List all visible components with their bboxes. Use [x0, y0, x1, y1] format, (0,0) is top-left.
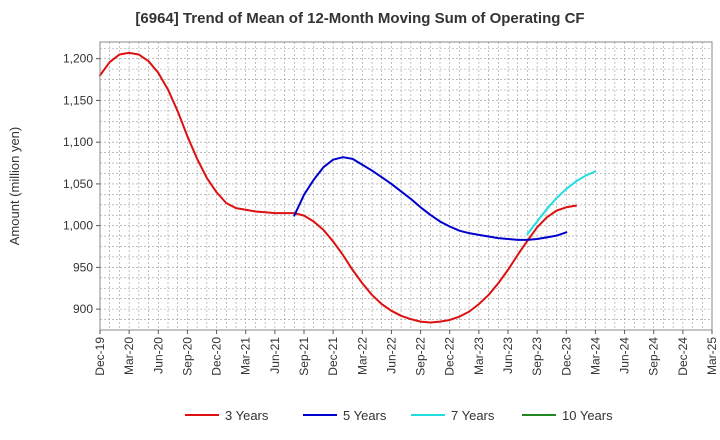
x-tick-label: Sep-23	[530, 337, 544, 376]
legend-label: 5 Years	[343, 408, 387, 423]
x-tick-label: Dec-19	[93, 337, 107, 376]
x-tick-label: Jun-20	[151, 337, 165, 374]
plot-area	[100, 42, 712, 330]
legend-label: 10 Years	[562, 408, 613, 423]
x-tick-label: Jun-22	[384, 337, 398, 374]
y-tick-label: 1,000	[63, 219, 93, 233]
x-axis-ticks: Dec-19 Mar-20 Jun-20 Sep-20 Dec-20 Mar-21 Jun-…	[93, 330, 719, 376]
plot-border	[99, 41, 713, 331]
x-tick-label: Dec-22	[443, 337, 457, 376]
y-tick-label: 1,100	[63, 135, 93, 149]
series-line-5-years	[293, 156, 568, 241]
legend-label: 3 Years	[225, 408, 269, 423]
x-tick-label: Sep-22	[414, 337, 428, 376]
x-tick-label: Mar-21	[239, 337, 253, 375]
x-tick-label: Dec-24	[676, 337, 690, 376]
grid-layer	[100, 42, 712, 330]
y-axis-ticks: 900 950 1,000 1,050 1,100 1,150 1,200	[63, 52, 100, 316]
x-tick-label: Mar-20	[122, 337, 136, 375]
x-tick-label: Mar-24	[588, 337, 602, 375]
legend-label: 7 Years	[451, 408, 495, 423]
y-tick-label: 1,200	[63, 52, 93, 66]
x-tick-label: Jun-24	[618, 337, 632, 374]
y-tick-label: 950	[73, 260, 93, 274]
y-tick-label: 1,150	[63, 93, 93, 107]
x-tick-label: Dec-23	[559, 337, 573, 376]
x-tick-label: Sep-24	[647, 337, 661, 376]
legend: 3 Years 5 Years 7 Years 10 Years	[185, 408, 613, 423]
chart-title: [6964] Trend of Mean of 12-Month Moving …	[135, 10, 585, 27]
series-layer	[99, 51, 597, 324]
series-line-3-years	[99, 51, 577, 324]
x-tick-label: Mar-23	[472, 337, 486, 375]
x-tick-label: Jun-21	[268, 337, 282, 374]
x-tick-label: Sep-21	[297, 337, 311, 376]
x-tick-label: Sep-20	[180, 337, 194, 376]
x-tick-label: Jun-23	[501, 337, 515, 374]
y-tick-label: 1,050	[63, 177, 93, 191]
x-tick-label: Mar-25	[705, 337, 719, 375]
x-tick-label: Dec-21	[326, 337, 340, 376]
series-line-7-years	[526, 170, 597, 235]
x-tick-label: Dec-20	[210, 337, 224, 376]
y-axis-title: Amount (million yen)	[7, 127, 22, 246]
x-tick-label: Mar-22	[355, 337, 369, 375]
y-tick-label: 900	[73, 302, 93, 316]
